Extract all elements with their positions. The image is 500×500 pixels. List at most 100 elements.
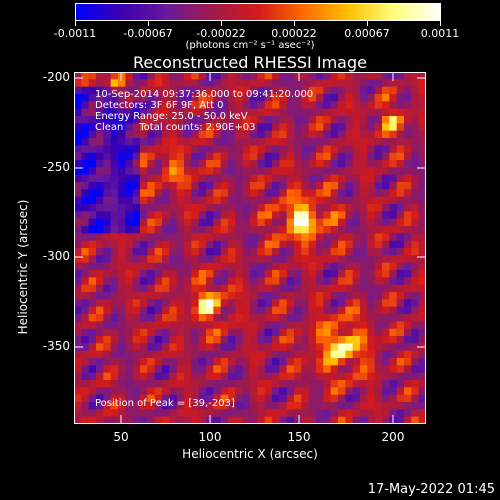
image-pixel [308, 394, 317, 403]
image-pixel [176, 160, 185, 168]
image-pixel [316, 211, 324, 220]
image-pixel [360, 182, 368, 190]
image-pixel [198, 350, 207, 359]
image-pixel [308, 402, 317, 410]
image-pixel [294, 152, 302, 161]
image-pixel [360, 343, 368, 352]
image-pixel [316, 145, 324, 154]
image-pixel [103, 152, 112, 161]
image-pixel [228, 292, 236, 300]
image-pixel [213, 152, 222, 161]
image-canvas [74, 72, 426, 424]
image-pixel [74, 394, 82, 403]
image-pixel [147, 277, 156, 286]
image-pixel [308, 387, 317, 396]
image-pixel [360, 94, 368, 102]
image-pixel [206, 108, 214, 117]
image-pixel [264, 255, 273, 264]
image-pixel [330, 72, 339, 80]
image-pixel [235, 299, 244, 308]
image-pixel [88, 94, 97, 102]
image-pixel [140, 270, 148, 278]
image-pixel [250, 94, 258, 102]
image-pixel [74, 270, 82, 278]
image-pixel [103, 101, 112, 110]
image-pixel [272, 94, 280, 102]
image-pixel [352, 211, 361, 220]
image-pixel [382, 196, 390, 205]
image-pixel [257, 240, 266, 249]
image-pixel [140, 372, 148, 381]
image-pixel [110, 182, 119, 190]
image-pixel [330, 218, 339, 227]
image-pixel [272, 101, 280, 110]
image-pixel [294, 211, 302, 220]
image-pixel [140, 358, 148, 366]
image-pixel [360, 167, 368, 176]
image-pixel [286, 416, 295, 424]
image-pixel [88, 145, 97, 154]
image-pixel [301, 277, 310, 286]
image-pixel [191, 196, 200, 205]
image-pixel [360, 299, 368, 308]
image-pixel [74, 130, 82, 139]
image-pixel [118, 262, 126, 271]
image-pixel [162, 160, 170, 168]
image-pixel [220, 255, 229, 264]
image-pixel [213, 299, 222, 308]
image-pixel [81, 343, 90, 352]
image-pixel [374, 306, 383, 315]
image-pixel [272, 138, 280, 146]
image-pixel [257, 94, 266, 102]
image-pixel [88, 123, 97, 132]
image-pixel [316, 196, 324, 205]
image-pixel [367, 350, 376, 359]
image-pixel [345, 101, 354, 110]
image-pixel [81, 94, 90, 102]
image-pixel [176, 416, 185, 424]
image-pixel [396, 314, 405, 322]
image-pixel [228, 211, 236, 220]
image-pixel [279, 160, 288, 168]
image-pixel [206, 270, 214, 278]
image-pixel [286, 372, 295, 381]
image-pixel [132, 108, 141, 117]
image-pixel [374, 299, 383, 308]
image-pixel [338, 101, 346, 110]
image-pixel [169, 277, 178, 286]
image-pixel [140, 218, 148, 227]
image-pixel [418, 328, 426, 337]
image-pixel [110, 284, 119, 293]
image-pixel [286, 255, 295, 264]
image-pixel [286, 292, 295, 300]
image-pixel [74, 306, 82, 315]
image-pixel [162, 211, 170, 220]
image-pixel [176, 130, 185, 139]
image-pixel [404, 218, 412, 227]
image-pixel [257, 358, 266, 366]
image-pixel [125, 284, 134, 293]
image-pixel [264, 336, 273, 344]
image-pixel [352, 248, 361, 256]
image-pixel [323, 108, 332, 117]
image-pixel [191, 160, 200, 168]
image-pixel [110, 314, 119, 322]
image-pixel [389, 138, 398, 146]
image-pixel [96, 284, 104, 293]
image-pixel [418, 336, 426, 344]
image-pixel [301, 321, 310, 330]
image-pixel [110, 123, 119, 132]
image-pixel [272, 292, 280, 300]
image-pixel [140, 174, 148, 183]
image-pixel [418, 394, 426, 403]
image-pixel [323, 314, 332, 322]
image-pixel [250, 350, 258, 359]
image-pixel [147, 79, 156, 88]
image-pixel [257, 365, 266, 374]
image-pixel [169, 321, 178, 330]
x-tick-label: 50 [113, 430, 129, 444]
image-pixel [118, 336, 126, 344]
image-pixel [316, 394, 324, 403]
image-pixel [213, 358, 222, 366]
image-pixel [264, 189, 273, 198]
